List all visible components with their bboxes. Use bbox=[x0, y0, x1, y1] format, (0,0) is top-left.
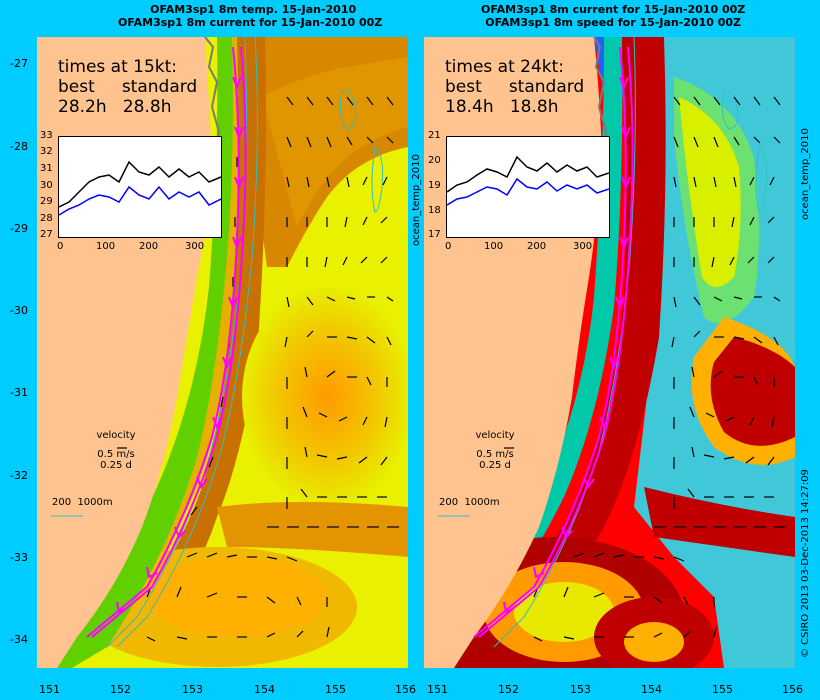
inset-y-tick: 18 bbox=[428, 205, 441, 216]
inset-y-tick: 33 bbox=[40, 130, 53, 141]
left-isobath-legend: 200 1000m bbox=[52, 497, 113, 508]
inset-y-tick: 31 bbox=[40, 163, 53, 174]
inset-x-tick: 300 bbox=[573, 241, 593, 252]
lat-tick: -31 bbox=[10, 386, 28, 399]
times-values-row: 18.4h 18.8h bbox=[445, 97, 584, 117]
lat-tick: -29 bbox=[10, 222, 28, 235]
credit-label: © CSIRO 2013 03-Dec-2013 14:27:09 bbox=[800, 469, 811, 658]
inset-x-tick: 0 bbox=[57, 241, 64, 252]
inset-x-tick: 300 bbox=[185, 241, 205, 252]
right-title: OFAM3sp1 8m current for 15-Jan-2010 00Z … bbox=[481, 3, 745, 29]
inset-x-tick: 200 bbox=[527, 241, 547, 252]
inset-y-tick: 29 bbox=[40, 196, 53, 207]
times-labels-row: best standard bbox=[58, 77, 197, 97]
inset-y-tick: 17 bbox=[428, 229, 441, 240]
inset-y-tick: 28 bbox=[40, 213, 53, 224]
lon-tick: 156 bbox=[395, 683, 416, 696]
lat-tick: -30 bbox=[10, 304, 28, 317]
lat-tick: -34 bbox=[10, 633, 28, 646]
right-side-label: ocean_temp_2010 bbox=[800, 128, 811, 220]
standard-label: standard bbox=[508, 77, 585, 97]
lon-tick: 155 bbox=[712, 683, 733, 696]
route-track bbox=[86, 46, 247, 638]
left-velocity-legend: velocity 0.5 m/s 0.25 d bbox=[86, 430, 146, 471]
inset-y-tick: 30 bbox=[40, 180, 53, 191]
standard-value: 18.8h bbox=[509, 97, 559, 117]
inset-standard-line bbox=[446, 155, 610, 193]
speed-map-graphic bbox=[424, 37, 795, 668]
lat-tick: -27 bbox=[10, 57, 28, 70]
left-title-line2: OFAM3sp1 8m current for 15-Jan-2010 00Z bbox=[118, 16, 383, 29]
velocity-legend-duration: 0.25 d bbox=[479, 460, 511, 471]
times-values-row: 28.2h 28.8h bbox=[58, 97, 197, 117]
route-track bbox=[473, 46, 634, 638]
times-heading: times at 15kt: bbox=[58, 57, 178, 77]
best-label: best bbox=[445, 77, 482, 97]
lon-tick: 155 bbox=[325, 683, 346, 696]
lat-tick: -33 bbox=[10, 551, 28, 564]
velocity-legend-duration: 0.25 d bbox=[100, 460, 132, 471]
inset-x-tick: 200 bbox=[139, 241, 159, 252]
left-inset-chart bbox=[58, 136, 222, 238]
inset-y-tick: 27 bbox=[40, 229, 53, 240]
inset-best-line bbox=[446, 177, 610, 206]
temperature-map-graphic bbox=[37, 37, 408, 668]
velocity-arrows bbox=[533, 96, 786, 642]
inset-y-tick: 21 bbox=[428, 130, 441, 141]
times-labels-row: best standard bbox=[445, 77, 584, 97]
standard-value: 28.8h bbox=[122, 97, 172, 117]
best-value: 28.2h bbox=[58, 97, 107, 117]
inset-best-line bbox=[58, 185, 222, 216]
right-velocity-legend: velocity 0.5 m/s 0.25 d bbox=[465, 430, 525, 471]
right-isobath-legend: 200 1000m bbox=[439, 497, 500, 508]
best-value: 18.4h bbox=[445, 97, 494, 117]
temperature-map[interactable] bbox=[37, 37, 408, 668]
right-title-line1: OFAM3sp1 8m current for 15-Jan-2010 00Z bbox=[481, 3, 746, 16]
left-times-summary: times at 15kt: best standard 28.2h 28.8h bbox=[58, 57, 197, 117]
inset-standard-line bbox=[58, 160, 222, 208]
right-inset-plot bbox=[446, 155, 610, 206]
lat-tick: -28 bbox=[10, 140, 28, 153]
left-inset-plot bbox=[58, 160, 222, 216]
left-title-line1: OFAM3sp1 8m temp. 15-Jan-2010 bbox=[150, 3, 357, 16]
inset-y-tick: 20 bbox=[428, 155, 441, 166]
lon-tick: 154 bbox=[641, 683, 662, 696]
inset-y-tick: 32 bbox=[40, 146, 53, 157]
lon-tick: 153 bbox=[182, 683, 203, 696]
velocity-legend-speed: 0.5 m/s bbox=[97, 449, 135, 460]
lon-tick: 153 bbox=[570, 683, 591, 696]
lat-tick: -32 bbox=[10, 469, 28, 482]
velocity-legend-title: velocity bbox=[475, 430, 515, 441]
inset-y-tick: 19 bbox=[428, 180, 441, 191]
left-title: OFAM3sp1 8m temp. 15-Jan-2010 OFAM3sp1 8… bbox=[118, 3, 382, 29]
right-inset-chart bbox=[446, 136, 610, 238]
times-heading: times at 24kt: bbox=[445, 57, 565, 77]
left-side-label: ocean_temp_2010 bbox=[411, 154, 422, 246]
speed-map[interactable] bbox=[424, 37, 795, 668]
inset-x-tick: 0 bbox=[445, 241, 452, 252]
inset-x-tick: 100 bbox=[484, 241, 504, 252]
best-label: best bbox=[58, 77, 95, 97]
lon-tick: 156 bbox=[782, 683, 803, 696]
inset-x-tick: 100 bbox=[96, 241, 116, 252]
right-title-line2: OFAM3sp1 8m speed for 15-Jan-2010 00Z bbox=[485, 16, 741, 29]
lon-tick: 151 bbox=[39, 683, 60, 696]
right-times-summary: times at 24kt: best standard 18.4h 18.8h bbox=[445, 57, 584, 117]
lon-tick: 152 bbox=[110, 683, 131, 696]
lon-tick: 152 bbox=[498, 683, 519, 696]
standard-label: standard bbox=[121, 77, 198, 97]
lon-tick: 151 bbox=[427, 683, 448, 696]
velocity-legend-title: velocity bbox=[96, 430, 136, 441]
lon-tick: 154 bbox=[254, 683, 275, 696]
velocity-legend-speed: 0.5 m/s bbox=[476, 449, 514, 460]
